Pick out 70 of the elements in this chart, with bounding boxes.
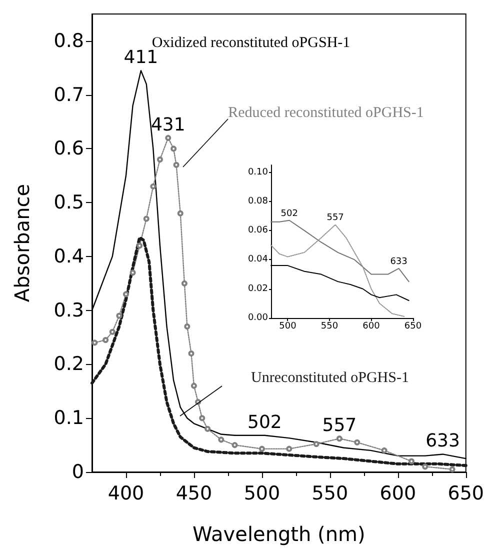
- annotation: 502: [280, 208, 298, 219]
- annotation: 431: [150, 114, 186, 136]
- y-tick-label: 0.4: [54, 245, 84, 268]
- point: [165, 134, 172, 141]
- line-series: [90, 236, 468, 468]
- y-tick-label: 0.6: [54, 138, 84, 160]
- point: [130, 270, 136, 276]
- x-tick-label: 650: [404, 322, 422, 332]
- point: [422, 464, 428, 470]
- y-tick-label: 0.04: [248, 254, 268, 265]
- point: [190, 382, 197, 389]
- point: [218, 436, 224, 443]
- line-series: [270, 224, 406, 318]
- point: [156, 156, 163, 162]
- line-series: [270, 220, 410, 282]
- annotation: 633: [426, 430, 460, 452]
- x-tick-label: 500: [244, 482, 280, 504]
- point: [184, 324, 190, 330]
- point: [122, 291, 129, 298]
- point: [170, 146, 177, 152]
- x-axis-title: Wavelength (nm): [192, 522, 366, 546]
- point: [92, 340, 98, 346]
- point: [449, 466, 456, 472]
- x-tick-label: 400: [108, 482, 144, 504]
- point: [199, 415, 206, 422]
- y-tick-label: 0.3: [54, 299, 84, 322]
- y-tick-label: 0.7: [54, 84, 84, 106]
- y-tick-label: 0.1: [54, 407, 84, 430]
- point: [173, 162, 180, 168]
- annotation: 557: [326, 213, 344, 224]
- x-tick-label: 550: [320, 322, 338, 332]
- point: [286, 446, 292, 452]
- point: [204, 426, 211, 432]
- point: [381, 447, 388, 454]
- x-tick-label: 450: [176, 482, 212, 504]
- y-tick-label: 0.08: [248, 196, 268, 206]
- y-tick-label: 0.02: [248, 284, 268, 294]
- text: Reduced reconstituted oPGHS-1: [228, 105, 424, 121]
- point: [313, 440, 320, 447]
- point: [177, 210, 184, 216]
- point: [258, 446, 265, 452]
- point: [109, 328, 116, 335]
- point: [181, 280, 188, 286]
- annotation: 633: [390, 256, 408, 267]
- point: [102, 336, 109, 343]
- x-tick-label: 500: [279, 322, 297, 332]
- annotation: 502: [247, 412, 282, 433]
- point: [188, 350, 194, 356]
- y-tick-label: 0.00: [248, 313, 268, 323]
- x-tick-label: 600: [380, 482, 416, 504]
- point: [408, 458, 414, 464]
- annotation: 557: [322, 415, 357, 436]
- point: [354, 439, 360, 446]
- y-tick-label: 0.8: [54, 30, 84, 52]
- y-tick-label: 0: [72, 461, 84, 483]
- point: [143, 216, 150, 222]
- y-tick-label: 0.10: [248, 167, 268, 178]
- y-tick-label: 0.06: [248, 226, 268, 236]
- text: Unreconstituted oPGHS-1: [251, 370, 409, 386]
- y-tick-label: 0.2: [54, 353, 84, 376]
- point: [136, 242, 143, 249]
- x-tick-label: 600: [362, 322, 380, 332]
- point: [336, 436, 342, 442]
- x-tick-label: 650: [448, 482, 484, 504]
- y-axis-title: Absorbance: [10, 184, 34, 302]
- point: [116, 312, 122, 319]
- point: [150, 183, 156, 190]
- y-tick-label: 0.5: [54, 192, 84, 214]
- x-tick-label: 550: [312, 482, 348, 504]
- point: [232, 442, 238, 448]
